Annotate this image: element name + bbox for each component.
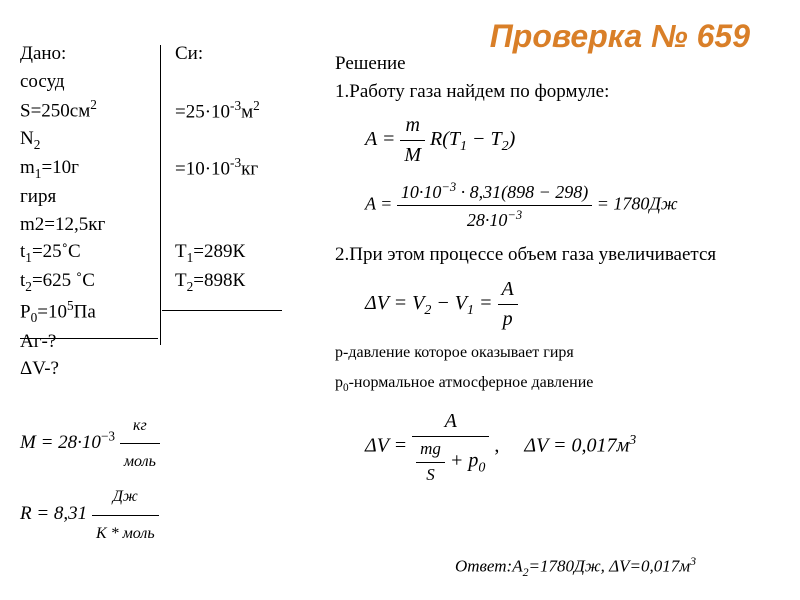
given-heading: Дано: [20, 40, 160, 68]
given-column: Дано: сосуд S=250см2 N2 m1=10г гиря m2=1… [20, 40, 160, 383]
answer-line: Ответ:A2=1780Дж, ΔV=0,017м3 [455, 554, 696, 580]
si-heading: Си: [175, 40, 325, 68]
given-line: t1=25˚С [20, 238, 160, 267]
note-atm-pressure: p0-нормальное атмосферное давление [335, 372, 785, 397]
given-line: ΔV-? [20, 355, 160, 383]
given-line: m2=12,5кг [20, 211, 160, 239]
gas-constant: R = 8,31 ДжК * моль [20, 479, 160, 550]
given-line: N2 [20, 125, 160, 154]
molar-mass: M = 28·10−3 кгмоль [20, 408, 160, 479]
solution-heading: Решение [335, 50, 785, 78]
note-pressure: p-давление которое оказывает гиря [335, 342, 785, 364]
si-column: Си: =25·10-3м2 =10·10-3кг T1=289К T2=898… [175, 40, 325, 296]
horizontal-divider [20, 338, 158, 339]
solution-column: Решение 1.Работу газа найдем по формуле:… [335, 50, 785, 495]
given-line: S=250см2 [20, 95, 160, 125]
solution-step: 2.При этом процессе объем газа увеличива… [335, 241, 785, 269]
constants-block: M = 28·10−3 кгмоль R = 8,31 ДжК * моль [20, 408, 160, 551]
given-line: гиря [20, 183, 160, 211]
vertical-divider [160, 45, 161, 345]
si-line: T1=289К [175, 238, 325, 267]
si-line: =25·10-3м2 [175, 96, 325, 126]
solution-step: 1.Работу газа найдем по формуле: [335, 78, 785, 106]
given-line: P0=105Па [20, 296, 160, 327]
given-line: сосуд [20, 68, 160, 96]
formula-dv-final: ΔV = A mgS + p0 , ΔV = 0,017м3 [365, 407, 785, 487]
si-line: T2=898К [175, 267, 325, 296]
formula-dv: ΔV = V2 − V1 = Ap [365, 275, 785, 334]
si-line: =10·10-3кг [175, 153, 325, 183]
horizontal-divider [162, 310, 282, 311]
given-line: Aг-? [20, 328, 160, 356]
given-line: t2=625 ˚С [20, 267, 160, 296]
formula-work-symbolic: A = mM R(T1 − T2) [365, 111, 785, 170]
given-line: m1=10г [20, 154, 160, 183]
formula-work-numeric: A = 10·10−3 · 8,31(898 − 298)28·10−3 = 1… [365, 178, 785, 233]
